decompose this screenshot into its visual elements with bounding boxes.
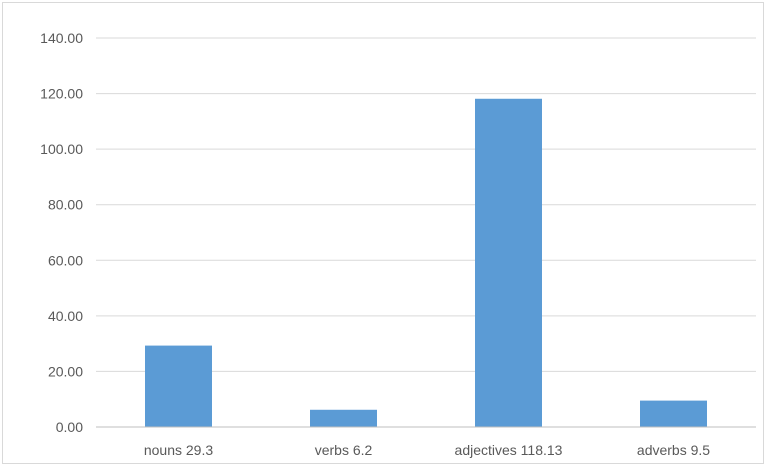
y-tick-label: 140.00 <box>40 30 83 46</box>
bar-4 <box>640 400 707 427</box>
y-tick-label: 60.00 <box>48 252 83 268</box>
y-tick-label: 80.00 <box>48 197 83 213</box>
x-tick-label: adjectives 118.13 <box>455 442 563 458</box>
bars <box>145 98 707 427</box>
bar-1 <box>145 345 212 427</box>
y-tick-label: 40.00 <box>48 308 83 324</box>
x-axis-labels: nouns 29.3 verbs 6.2 adjectives 118.13 adve… <box>144 442 710 458</box>
x-tick-label: verbs 6.2 <box>315 442 373 458</box>
y-tick-label: 20.00 <box>48 363 83 379</box>
x-tick-label: adverbs 9.5 <box>637 442 710 458</box>
gridlines <box>96 37 756 372</box>
y-tick-label: 0.00 <box>56 419 83 435</box>
bar-2 <box>310 409 377 427</box>
x-tick-label: nouns 29.3 <box>144 442 213 458</box>
bar-chart: 0.00 20.00 40.00 60.00 80.00 100.00 120.00 140.… <box>40 30 756 458</box>
y-tick-label: 100.00 <box>40 141 83 157</box>
chart-frame: 0.00 20.00 40.00 60.00 80.00 100.00 120.00 140.… <box>2 2 764 464</box>
y-tick-label: 120.00 <box>40 86 83 102</box>
y-axis-ticks: 0.00 20.00 40.00 60.00 80.00 100.00 120.00 140.… <box>40 30 83 435</box>
bar-3 <box>475 98 542 427</box>
